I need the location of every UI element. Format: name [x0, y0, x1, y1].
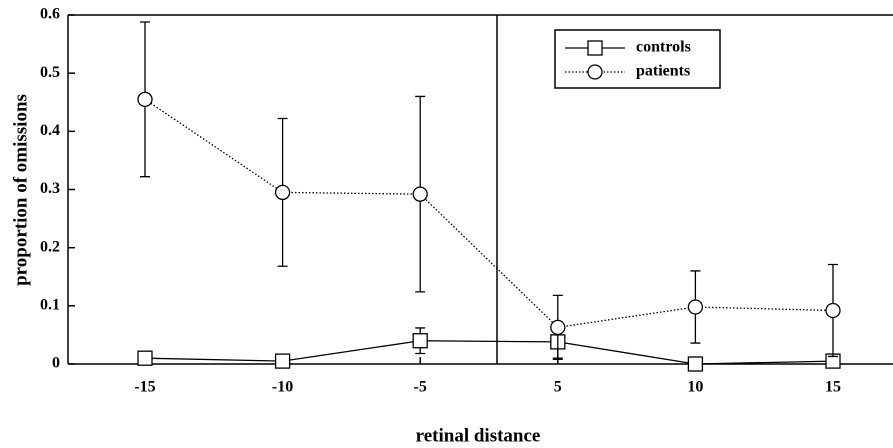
series-line: [144, 98, 834, 329]
x-tick-label: -5: [414, 379, 427, 396]
x-tick-label: 5: [554, 379, 562, 396]
legend-marker: [587, 40, 603, 56]
data-point: [137, 350, 153, 366]
y-tick-label: 0.4: [40, 122, 60, 139]
x-tick-label: -10: [272, 379, 293, 396]
y-axis-label: proportion of omissions: [10, 94, 31, 286]
data-point: [412, 333, 428, 349]
y-tick-label: 0.2: [40, 238, 60, 255]
y-tick-label: 0.5: [40, 64, 60, 81]
y-tick-label: 0.1: [40, 297, 60, 314]
data-point: [412, 186, 428, 202]
data-point: [825, 302, 841, 319]
data-point: [687, 299, 704, 315]
legend-box: [554, 29, 721, 89]
data-point: [137, 91, 153, 107]
x-tick-label: 10: [687, 379, 703, 396]
y-tick-label: 0.3: [40, 180, 60, 197]
legend-marker: [587, 64, 603, 80]
data-point: [274, 353, 291, 369]
legend-label: controls: [636, 39, 691, 56]
data-point: [550, 319, 566, 336]
x-axis-label: retinal distance: [416, 425, 541, 446]
x-tick-label: -15: [134, 379, 155, 396]
data-point: [274, 184, 291, 201]
y-tick-label: 0: [52, 355, 60, 372]
data-point: [687, 356, 704, 372]
series-line: [144, 340, 834, 365]
legend-label: patients: [636, 63, 690, 80]
x-tick-label: 15: [825, 379, 841, 396]
y-tick-label: 0.6: [40, 6, 60, 23]
